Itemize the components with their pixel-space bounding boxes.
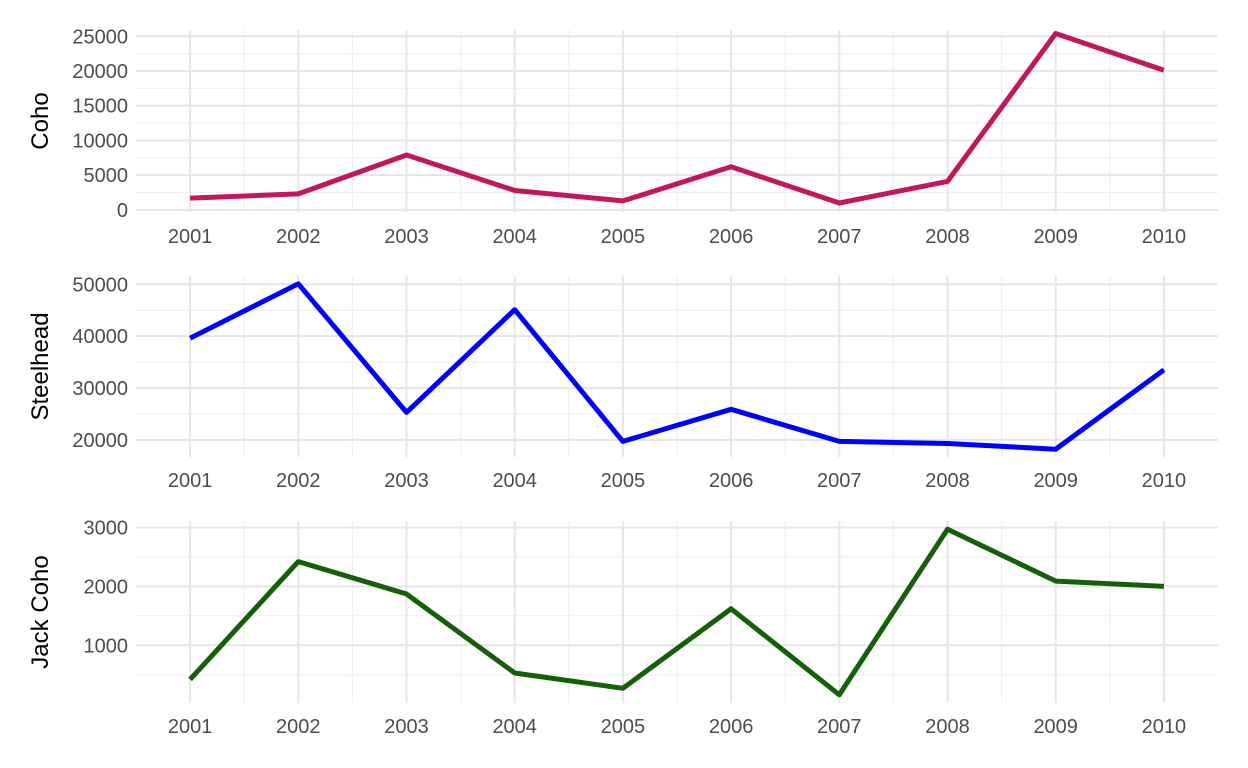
- y-tick-label: 40000: [72, 326, 128, 348]
- x-tick-label: 2003: [384, 470, 429, 492]
- x-tick-label: 2007: [817, 470, 862, 492]
- x-tick-label: 2005: [601, 716, 646, 738]
- y-tick-label: 20000: [72, 430, 128, 452]
- x-tick-label: 2008: [925, 716, 970, 738]
- x-tick-label: 2005: [601, 470, 646, 492]
- y-axis-title: Coho: [27, 92, 54, 149]
- x-tick-label: 2002: [276, 716, 321, 738]
- x-tick-label: 2004: [492, 226, 537, 248]
- y-tick-label: 2000: [84, 576, 129, 598]
- x-tick-label: 2001: [168, 716, 213, 738]
- x-tick-label: 2002: [276, 226, 321, 248]
- series-line-steelhead: [188, 281, 1166, 452]
- panel-3: 1000 2000 3000 2001 2002 2003 2004 2005 2006 2007…: [27, 517, 1218, 738]
- y-axis-title: Steelhead: [27, 312, 54, 420]
- y-tick-label: 1000: [84, 635, 129, 657]
- x-tick-label: 2005: [601, 226, 646, 248]
- x-tick-label: 2006: [709, 470, 754, 492]
- x-tick-label: 2007: [817, 716, 862, 738]
- y-tick-label: 30000: [72, 378, 128, 400]
- y-tick-label: 50000: [72, 274, 128, 296]
- x-tick-label: 2009: [1033, 226, 1078, 248]
- x-tick-label: 2002: [276, 470, 321, 492]
- y-axis-title: Jack Coho: [27, 555, 54, 668]
- x-tick-label: 2004: [492, 716, 537, 738]
- x-tick-label: 2001: [168, 226, 213, 248]
- y-tick-label: 5000: [84, 165, 129, 187]
- x-tick-label: 2010: [1142, 226, 1187, 248]
- y-tick-label: 25000: [72, 26, 128, 48]
- x-tick-label: 2007: [817, 226, 862, 248]
- x-tick-label: 2008: [925, 226, 970, 248]
- series-line-coho: [190, 31, 1165, 206]
- y-tick-label: 3000: [84, 517, 129, 539]
- panel-2: 20000 30000 40000 50000 2001 2002 2003 2004 2005…: [27, 274, 1218, 492]
- x-tick-label: 2006: [709, 716, 754, 738]
- x-tick-label: 2001: [168, 470, 213, 492]
- x-tick-label: 2006: [709, 226, 754, 248]
- x-tick-label: 2010: [1142, 470, 1187, 492]
- x-tick-label: 2003: [384, 226, 429, 248]
- y-tick-label: 0: [117, 200, 128, 222]
- x-tick-label: 2008: [925, 470, 970, 492]
- x-tick-label: 2010: [1142, 716, 1187, 738]
- x-tick-label: 2009: [1033, 716, 1078, 738]
- x-tick-label: 2003: [384, 716, 429, 738]
- panel-1: 0 5000 10000 15000 20000 25000 2001 2002 2003 200…: [27, 26, 1218, 248]
- y-tick-label: 15000: [72, 96, 128, 118]
- x-tick-label: 2009: [1033, 470, 1078, 492]
- y-tick-label: 20000: [72, 61, 128, 83]
- series-line-jack-coho: [188, 526, 1165, 698]
- x-tick-label: 2004: [492, 470, 537, 492]
- y-tick-label: 10000: [72, 130, 128, 152]
